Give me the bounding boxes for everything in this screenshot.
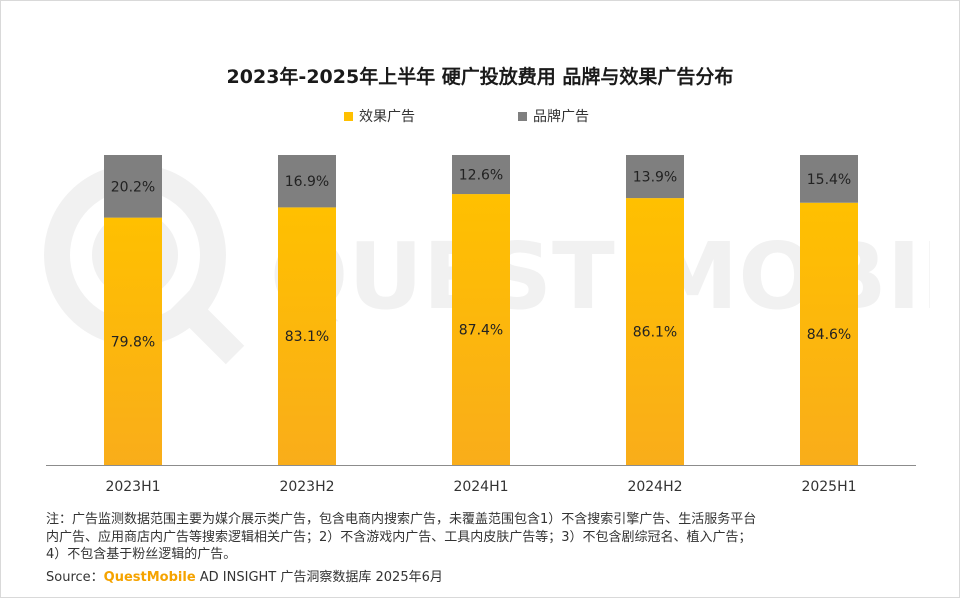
data-label-effect-2025H1: 84.6% [807,327,851,343]
legend-item-effect: 效果广告 [344,106,415,126]
bar-effect-2023H1 [104,217,162,465]
x-tick-label-2024H2: 2024H2 [627,479,682,495]
bar-brand-2024H1 [452,155,510,195]
chart-title: 2023年-2025年上半年 硬广投放费用 品牌与效果广告分布 [226,66,734,88]
bar-effect-2023H2 [278,207,336,465]
stacked-bar-chart: 79.8% 20.2% 2023H1 83.1% 16.9% 2023H2 87.4% 12.… [46,155,916,495]
x-tick-label-2023H1: 2023H1 [105,479,160,495]
data-label-effect-2023H2: 83.1% [285,329,329,345]
data-label-brand-2024H1: 12.6% [459,168,503,184]
legend-swatch-effect [344,111,353,121]
x-tick-label-2023H2: 2023H2 [279,479,334,495]
x-tick-label-2024H1: 2024H1 [453,479,508,495]
data-label-brand-2023H1: 20.2% [111,179,155,195]
legend-label-brand: 品牌广告 [533,109,589,125]
footnotes: 注：广告监测数据范围主要为媒介展示类广告，包含电商内搜索广告，未覆盖范围包含1）… [46,511,926,564]
bar-effect-2025H1 [800,202,858,466]
bar-effect-2024H1 [452,194,510,465]
data-label-brand-2025H1: 15.4% [807,172,851,188]
bar-brand-2024H2 [626,155,684,199]
bar-brand-2023H1 [104,155,162,218]
data-label-effect-2024H2: 86.1% [633,325,677,341]
source-line: Source：QuestMobile AD INSIGHT 广告洞察数据库 20… [46,566,443,585]
data-label-effect-2024H1: 87.4% [459,323,503,339]
legend-item-brand: 品牌广告 [518,106,589,126]
source-brand: QuestMobile [103,570,196,585]
legend-swatch-brand [518,111,527,121]
footnote-line: 4）不包含基于粉丝逻辑的广告。 [46,547,237,562]
bar-brand-2023H2 [278,155,336,208]
footnote-line: 注：广告监测数据范围主要为媒介展示类广告，包含电商内搜索广告，未覆盖范围包含1）… [46,512,757,527]
source-prefix: Source： [46,570,104,585]
x-tick-label-2025H1: 2025H1 [801,479,856,495]
source-rest: AD INSIGHT 广告洞察数据库 2025年6月 [195,570,443,585]
data-label-effect-2023H1: 79.8% [111,334,155,350]
bar-effect-2024H2 [626,198,684,465]
data-label-brand-2023H2: 16.9% [285,174,329,190]
bar-brand-2025H1 [800,155,858,203]
data-label-brand-2024H2: 13.9% [633,170,677,186]
chart-legend: 效果广告 品牌广告 [0,106,960,126]
legend-label-effect: 效果广告 [359,109,415,125]
footnote-line: 内广告、应用商店内广告等搜索逻辑相关广告；2）不含游戏内广告、工具内皮肤广告等；… [46,529,752,545]
